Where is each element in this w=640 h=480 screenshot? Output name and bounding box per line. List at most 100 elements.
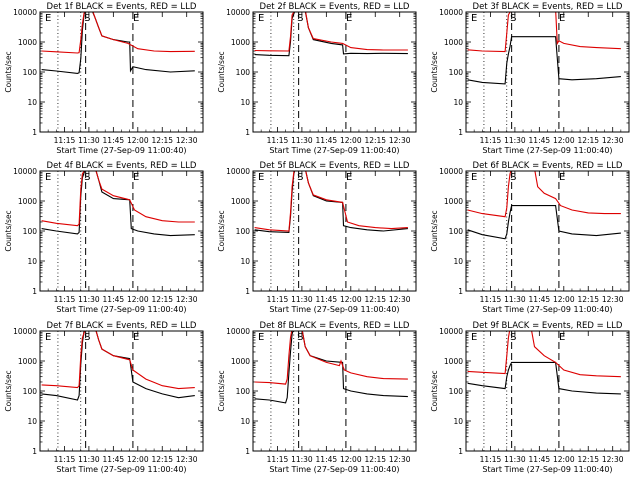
x-axis-label: Start Time (27-Sep-09 11:00:40) xyxy=(482,465,612,474)
interval-marker-label: E xyxy=(133,332,139,343)
interval-marker-label: E xyxy=(346,332,352,343)
y-tick-label: 1 xyxy=(245,128,250,137)
y-tick-label: 1 xyxy=(32,128,37,137)
y-axis-label: Counts/sec xyxy=(4,51,13,92)
x-tick-label: 12:30 xyxy=(389,455,411,464)
plot-frame xyxy=(252,11,417,133)
x-tick-label: 11:30 xyxy=(78,455,100,464)
interval-marker-label: S xyxy=(84,332,90,343)
series-line-events xyxy=(467,361,621,395)
panel-2: Det 2f BLACK = Events, RED = LLD 1 10 100 10… xyxy=(217,2,417,155)
x-tick-label: 11:30 xyxy=(291,295,313,304)
panel-9: Det 9f BLACK = Events, RED = LLD 1 10 100 10… xyxy=(430,321,630,474)
x-tick-label: 11:15 xyxy=(267,295,289,304)
interval-marker-label: E xyxy=(133,13,139,24)
y-tick-label: 1000 xyxy=(18,38,37,47)
y-axis-label: Counts/sec xyxy=(430,210,439,251)
x-tick-label: 11:15 xyxy=(480,455,502,464)
interval-marker-label: E xyxy=(559,332,565,343)
y-tick-label: 10 xyxy=(240,98,250,107)
interval-marker-label: S xyxy=(297,332,303,343)
y-axis-label: Counts/sec xyxy=(4,210,13,251)
x-tick-label: 11:15 xyxy=(480,295,502,304)
interval-marker-label: E xyxy=(45,172,51,183)
x-tick-label: 11:45 xyxy=(529,136,551,145)
x-tick-label: 12:00 xyxy=(340,136,362,145)
panels-group: Det 1f BLACK = Events, RED = LLD 1 10 100 10… xyxy=(4,2,630,474)
plot-frame xyxy=(39,330,204,452)
x-tick-label: 11:15 xyxy=(54,136,76,145)
x-tick-label: 12:00 xyxy=(553,295,575,304)
y-tick-label: 10000 xyxy=(439,167,463,176)
y-tick-label: 1000 xyxy=(18,357,37,366)
interval-marker-label: E xyxy=(45,332,51,343)
y-tick-label: 10000 xyxy=(439,8,463,17)
plot-frame xyxy=(39,11,204,133)
x-tick-label: 12:15 xyxy=(151,136,173,145)
x-tick-label: 11:15 xyxy=(267,455,289,464)
x-tick-label: 12:15 xyxy=(577,136,599,145)
x-tick-label: 12:15 xyxy=(364,455,386,464)
y-tick-label: 1 xyxy=(245,447,250,456)
plot-frame xyxy=(252,170,417,292)
interval-marker-label: S xyxy=(510,172,516,183)
y-tick-label: 10 xyxy=(453,98,463,107)
x-tick-label: 12:30 xyxy=(602,136,624,145)
panel-1: Det 1f BLACK = Events, RED = LLD 1 10 100 10… xyxy=(4,2,204,155)
y-tick-label: 10 xyxy=(453,257,463,266)
x-tick-label: 12:00 xyxy=(553,455,575,464)
x-axis-label: Start Time (27-Sep-09 11:00:40) xyxy=(269,465,399,474)
y-tick-label: 10000 xyxy=(226,8,250,17)
y-tick-label: 10 xyxy=(27,417,37,426)
x-tick-label: 11:45 xyxy=(103,455,125,464)
interval-marker-label: E xyxy=(559,172,565,183)
y-axis-label: Counts/sec xyxy=(430,370,439,411)
x-tick-label: 11:30 xyxy=(504,295,526,304)
y-tick-label: 1 xyxy=(458,128,463,137)
interval-marker-label: E xyxy=(258,332,264,343)
y-tick-label: 100 xyxy=(449,387,464,396)
y-tick-label: 1 xyxy=(32,447,37,456)
interval-marker-label: S xyxy=(297,13,303,24)
x-tick-label: 12:30 xyxy=(602,455,624,464)
x-axis-label: Start Time (27-Sep-09 11:00:40) xyxy=(269,305,399,314)
plot-frame xyxy=(465,11,630,133)
y-tick-label: 100 xyxy=(236,227,251,236)
x-tick-label: 11:45 xyxy=(316,295,338,304)
interval-marker-label: S xyxy=(84,13,90,24)
series-line-lld xyxy=(254,12,408,52)
series-line-lld xyxy=(467,331,621,378)
y-tick-label: 1000 xyxy=(231,197,250,206)
x-axis-label: Start Time (27-Sep-09 11:00:40) xyxy=(56,465,186,474)
interval-marker-label: S xyxy=(297,172,303,183)
y-tick-label: 10000 xyxy=(13,8,37,17)
x-tick-label: 12:00 xyxy=(127,136,149,145)
y-tick-label: 10 xyxy=(27,257,37,266)
y-tick-label: 1000 xyxy=(231,357,250,366)
series-line-lld xyxy=(41,12,195,54)
interval-marker-label: E xyxy=(346,13,352,24)
y-tick-label: 1000 xyxy=(444,357,463,366)
x-tick-label: 12:00 xyxy=(340,455,362,464)
series-line-events xyxy=(467,36,621,85)
series-line-lld xyxy=(467,12,621,53)
panel-4: Det 4f BLACK = Events, RED = LLD 1 10 100 10… xyxy=(4,161,204,314)
interval-marker-label: E xyxy=(258,172,264,183)
interval-marker-label: E xyxy=(471,332,477,343)
series-line-lld xyxy=(41,331,195,390)
series-line-events xyxy=(467,205,621,240)
y-axis-label: Counts/sec xyxy=(4,370,13,411)
y-tick-label: 10000 xyxy=(439,327,463,336)
interval-marker-label: S xyxy=(510,13,516,24)
x-tick-label: 12:30 xyxy=(389,136,411,145)
panel-6: Det 6f BLACK = Events, RED = LLD 1 10 100 10… xyxy=(430,161,630,314)
y-tick-label: 10000 xyxy=(13,167,37,176)
series-line-lld xyxy=(254,171,408,232)
x-tick-label: 12:15 xyxy=(364,295,386,304)
interval-marker-label: E xyxy=(45,13,51,24)
y-tick-label: 10000 xyxy=(13,327,37,336)
x-tick-label: 11:30 xyxy=(291,455,313,464)
x-tick-label: 11:45 xyxy=(529,295,551,304)
y-tick-label: 1000 xyxy=(231,38,250,47)
interval-marker-label: E xyxy=(133,172,139,183)
